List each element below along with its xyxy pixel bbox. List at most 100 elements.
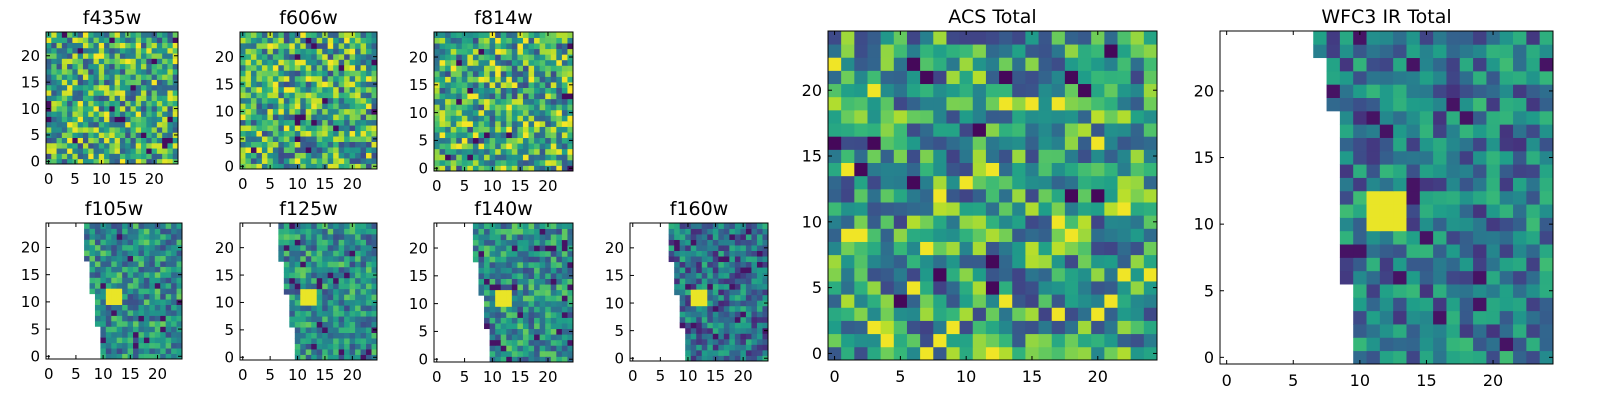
heatmap-cell	[344, 233, 350, 240]
heatmap-cell	[445, 104, 452, 111]
heatmap-cell	[305, 288, 312, 295]
heatmap-cell	[1078, 307, 1092, 321]
heatmap-cell	[165, 271, 172, 278]
heatmap-cell	[495, 278, 502, 285]
heatmap-cell	[114, 53, 121, 59]
heatmap-cell	[322, 75, 329, 82]
heatmap-cell	[556, 148, 563, 155]
heatmap-cell	[511, 104, 518, 111]
heatmap-cell	[718, 250, 725, 257]
heatmap-cell	[149, 315, 156, 322]
heatmap-cell	[679, 250, 686, 257]
heatmap-cell	[1366, 257, 1381, 272]
heatmap-cell	[311, 310, 318, 317]
heatmap-cell	[511, 43, 518, 50]
heatmap-cell	[77, 53, 84, 59]
heatmap-cell	[133, 304, 139, 311]
heatmap-cell	[511, 120, 518, 127]
heatmap-cell	[125, 121, 131, 128]
heatmap-cell	[517, 148, 524, 155]
heatmap-cell	[1117, 267, 1132, 282]
heatmap-cell	[1025, 188, 1039, 203]
heatmap-cell	[333, 114, 340, 121]
heatmap-cell	[1433, 284, 1447, 298]
heatmap-cell	[46, 137, 52, 144]
heatmap-cell	[854, 202, 868, 216]
heatmap-cell	[439, 93, 446, 100]
heatmap-cell	[1433, 57, 1447, 72]
heatmap-cell	[545, 273, 552, 279]
heatmap-cell	[1091, 202, 1105, 216]
heatmap-cell	[355, 147, 361, 153]
heatmap-cell	[311, 316, 318, 323]
heatmap-cell	[349, 64, 356, 71]
heatmap-cell	[311, 53, 318, 60]
heatmap-cell	[1526, 57, 1541, 72]
heatmap-cell	[506, 223, 513, 229]
heatmap-cell	[506, 273, 513, 279]
heatmap-cell	[484, 132, 490, 139]
x-tick-label: 20	[343, 366, 362, 384]
heatmap-cell	[946, 188, 960, 203]
x-tick-label: 20	[343, 175, 362, 193]
heatmap-cell	[489, 350, 496, 357]
heatmap-cell	[245, 103, 252, 110]
heatmap-cell	[880, 307, 895, 321]
y-tick-label: 10	[409, 295, 428, 313]
heatmap-cell	[528, 70, 535, 77]
heatmap-cell	[867, 228, 882, 242]
heatmap-cell	[141, 116, 147, 123]
heatmap-cell	[338, 108, 345, 115]
heatmap-cell	[1353, 110, 1367, 125]
x-tick-label: 10	[92, 170, 111, 188]
heatmap-cell	[272, 147, 279, 153]
heatmap-cell	[1339, 257, 1354, 272]
y-tick-label: 10	[21, 100, 40, 118]
heatmap-cell	[160, 299, 167, 305]
heatmap-cell	[841, 333, 855, 348]
heatmap-cell	[272, 152, 279, 159]
heatmap-cell	[160, 250, 167, 257]
heatmap-cell	[1051, 281, 1066, 295]
heatmap-cell	[116, 326, 123, 333]
heatmap-cell	[93, 116, 100, 123]
heatmap-cell	[333, 266, 340, 273]
heatmap-cell	[88, 127, 94, 133]
heatmap-cell	[867, 281, 882, 295]
heatmap-cell	[484, 159, 490, 166]
heatmap-cell	[130, 95, 137, 102]
heatmap-cell	[327, 266, 334, 273]
heatmap-cell	[316, 277, 323, 284]
heatmap-cell	[500, 289, 507, 296]
heatmap-cell	[561, 334, 568, 341]
heatmap-cell	[545, 228, 552, 235]
heatmap-cell	[349, 321, 356, 328]
heatmap-cell	[300, 81, 307, 88]
heatmap-cell	[172, 58, 179, 65]
heatmap-cell	[506, 115, 513, 122]
heatmap-cell	[261, 152, 268, 159]
heatmap-cell	[119, 42, 126, 49]
heatmap-cell	[278, 158, 285, 164]
heatmap-cell	[355, 42, 361, 49]
heatmap-cell	[311, 37, 318, 44]
heatmap-cell	[701, 300, 708, 307]
heatmap-cell	[245, 130, 252, 137]
heatmap-cell	[751, 338, 758, 345]
heatmap-cell	[289, 48, 296, 55]
heatmap-cell	[867, 31, 882, 45]
heatmap-cell	[740, 305, 747, 312]
heatmap-cell	[1038, 44, 1053, 58]
heatmap-cell	[1459, 137, 1474, 152]
heatmap-cell	[712, 327, 719, 334]
heatmap-cell	[854, 136, 868, 150]
heatmap-cell	[567, 87, 574, 94]
heatmap-cell	[1143, 346, 1158, 361]
heatmap-cell	[528, 43, 535, 50]
heatmap-cell	[67, 142, 73, 149]
heatmap-cell	[1104, 281, 1118, 295]
heatmap-cell	[920, 175, 934, 190]
heatmap-cell	[489, 295, 496, 302]
heatmap-cell	[261, 42, 268, 49]
heatmap-cell	[729, 355, 736, 362]
